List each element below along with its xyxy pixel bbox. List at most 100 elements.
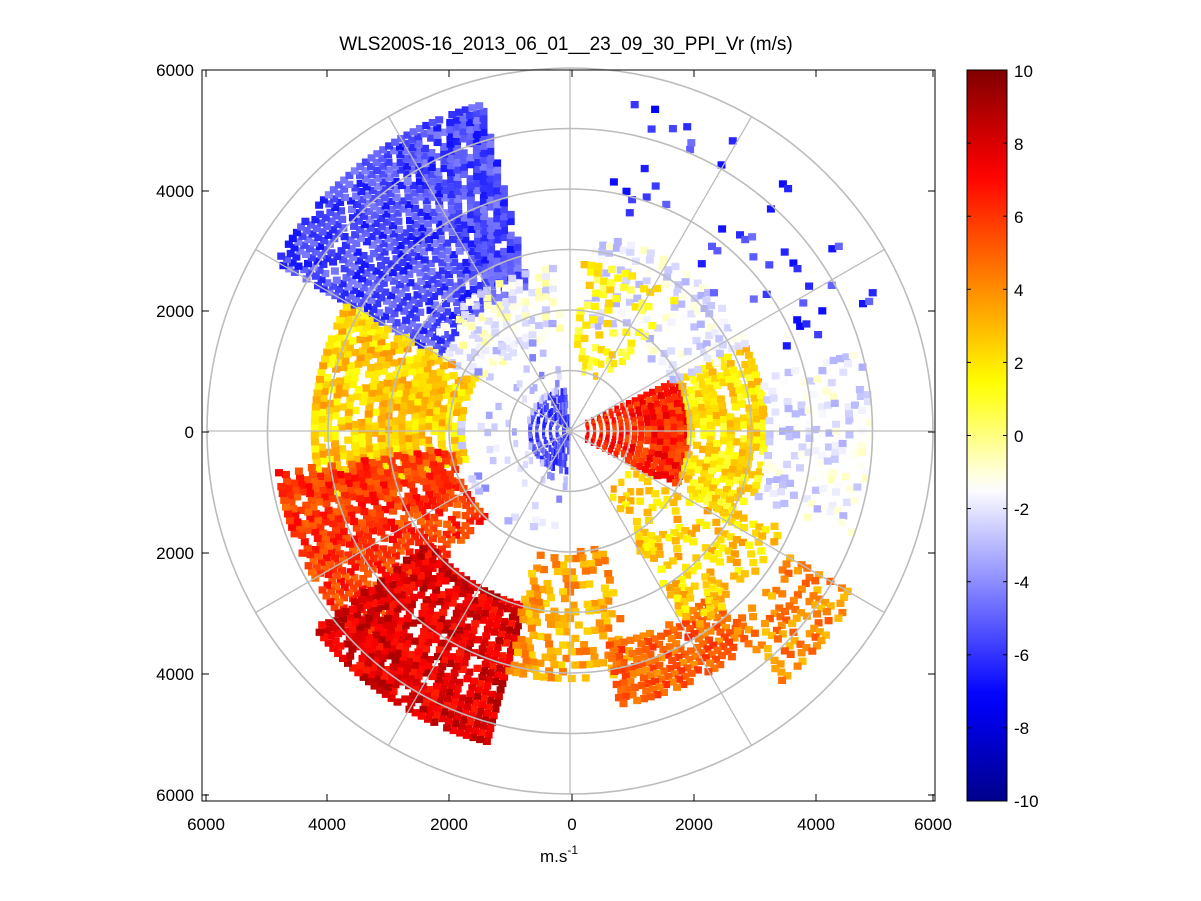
velocity-cell [764, 452, 773, 460]
velocity-cell [489, 456, 497, 465]
velocity-cell [438, 663, 447, 671]
velocity-cell [408, 151, 417, 159]
velocity-cell [695, 602, 703, 611]
velocity-cell [479, 163, 488, 171]
velocity-cell [607, 365, 614, 373]
velocity-cell [710, 592, 719, 600]
velocity-cell [337, 503, 346, 511]
velocity-cell [330, 426, 339, 434]
velocity-cell [430, 485, 439, 493]
velocity-cell [428, 186, 437, 194]
velocity-cell [546, 620, 555, 628]
velocity-cell [371, 515, 379, 524]
velocity-cell [445, 688, 454, 697]
velocity-cell [379, 517, 387, 525]
velocity-cell [711, 405, 720, 413]
velocity-cell [727, 653, 736, 661]
velocity-cell [422, 197, 431, 205]
velocity-cell [493, 615, 502, 623]
velocity-cell [778, 481, 787, 489]
velocity-cell [658, 358, 667, 366]
velocity-cell [444, 262, 453, 271]
velocity-cell [504, 344, 513, 352]
velocity-cell [587, 261, 596, 270]
velocity-cell [528, 442, 533, 450]
velocity-cell [713, 613, 722, 622]
velocity-cell [406, 279, 415, 287]
velocity-cell [393, 674, 402, 682]
velocity-cell [461, 106, 470, 114]
velocity-cell [433, 474, 441, 482]
velocity-cell [436, 386, 445, 394]
velocity-cell [760, 426, 769, 434]
colorbar-tick-label: -6 [1014, 646, 1029, 665]
velocity-cell [461, 236, 470, 244]
velocity-cell [448, 311, 457, 320]
velocity-cell [367, 459, 376, 467]
velocity-cell [437, 692, 446, 700]
velocity-cell [720, 437, 728, 445]
velocity-cell [726, 434, 735, 442]
velocity-cell [373, 236, 382, 244]
velocity-cell [437, 243, 446, 251]
velocity-cell [533, 336, 541, 344]
velocity-cell [805, 630, 814, 638]
velocity-cell [487, 641, 495, 649]
velocity-cell [428, 534, 437, 543]
velocity-cell [479, 121, 488, 130]
velocity-cell [336, 642, 345, 650]
velocity-cell [476, 600, 485, 608]
velocity-cell [391, 445, 400, 453]
velocity-cell [300, 538, 309, 546]
velocity-cell [698, 403, 707, 412]
velocity-cell [413, 291, 422, 299]
velocity-cell [474, 368, 483, 376]
velocity-cell [369, 281, 378, 290]
velocity-cell [664, 672, 673, 681]
velocity-cell [789, 628, 798, 636]
velocity-cell [606, 242, 615, 251]
velocity-cell [383, 469, 392, 477]
velocity-cell [604, 624, 613, 632]
velocity-cell [365, 633, 374, 641]
velocity-cell [673, 288, 682, 296]
velocity-cell [363, 580, 372, 588]
velocity-cell [443, 619, 452, 627]
velocity-cell [567, 648, 576, 656]
velocity-cell [520, 650, 529, 658]
velocity-cell [507, 647, 515, 655]
velocity-cell [419, 403, 428, 411]
velocity-cell [469, 278, 478, 286]
velocity-cell [627, 404, 634, 412]
velocity-cell [443, 247, 452, 255]
velocity-cell [414, 140, 423, 148]
velocity-cell [427, 394, 436, 403]
velocity-cell [483, 710, 491, 718]
velocity-cell [454, 579, 463, 587]
velocity-cell [493, 159, 502, 167]
velocity-cell [476, 297, 485, 305]
velocity-cell [650, 463, 658, 471]
velocity-cell [466, 154, 475, 162]
velocity-cell [375, 253, 384, 261]
velocity-cell [722, 624, 730, 632]
velocity-cell [416, 193, 425, 201]
velocity-cell [322, 499, 331, 508]
velocity-cell [840, 593, 849, 601]
velocity-cell [368, 272, 377, 281]
velocity-cell [560, 452, 564, 461]
velocity-cell [348, 605, 357, 614]
velocity-cell [350, 638, 359, 646]
velocity-cell [459, 163, 468, 171]
velocity-cell [484, 309, 493, 317]
velocity-cell [819, 485, 828, 493]
velocity-cell [440, 656, 448, 664]
velocity-cell [564, 555, 573, 563]
velocity-cell [312, 224, 321, 233]
velocity-cell [447, 536, 456, 544]
velocity-cell [539, 396, 544, 404]
velocity-cell [397, 422, 406, 430]
velocity-cell [417, 208, 426, 216]
velocity-cell [868, 289, 877, 297]
velocity-cell [407, 581, 416, 590]
